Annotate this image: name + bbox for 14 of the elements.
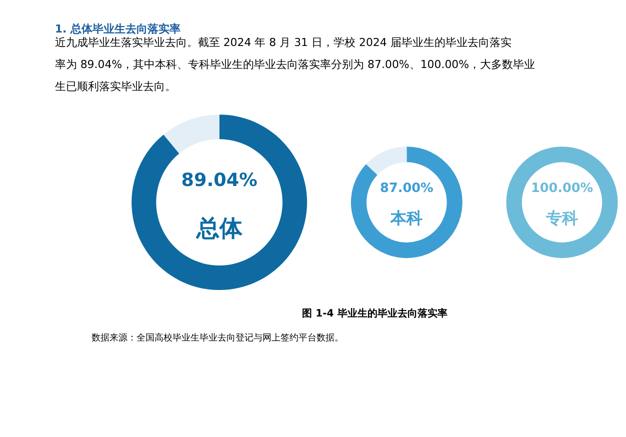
caption: 图 1-4 毕业生的毕业去向落实率 xyxy=(302,308,448,320)
donut-slice xyxy=(366,146,407,175)
source-note: 数据来源：全国高校毕业生毕业去向登记与网上签约平台数据。 xyxy=(91,332,344,344)
data-label: 89.04% xyxy=(181,170,258,191)
chart-title: 1. 总体毕业生去向落实率 xyxy=(54,22,180,36)
data-label: 87.00% xyxy=(380,181,434,196)
donut-slice xyxy=(164,114,220,154)
donut-slice xyxy=(350,146,462,258)
slice-label: 专科 xyxy=(545,208,578,228)
data-label: 100.00% xyxy=(530,181,594,196)
donut-slice xyxy=(132,114,307,290)
chart-subtitle: 近九成毕业生落实毕业去向。截至 2024 年 8 月 31 日，学校 2024 届毕业生的毕业去向落实率为 89.04%，其中本科、专科毕业生的毕业去向落实率分别为 87.00%、100.00%，大多数毕业生已顺利落实毕业去向。 xyxy=(54,36,536,93)
slice-label: 本科 xyxy=(390,208,423,228)
slice-label: 总体 xyxy=(195,216,244,242)
